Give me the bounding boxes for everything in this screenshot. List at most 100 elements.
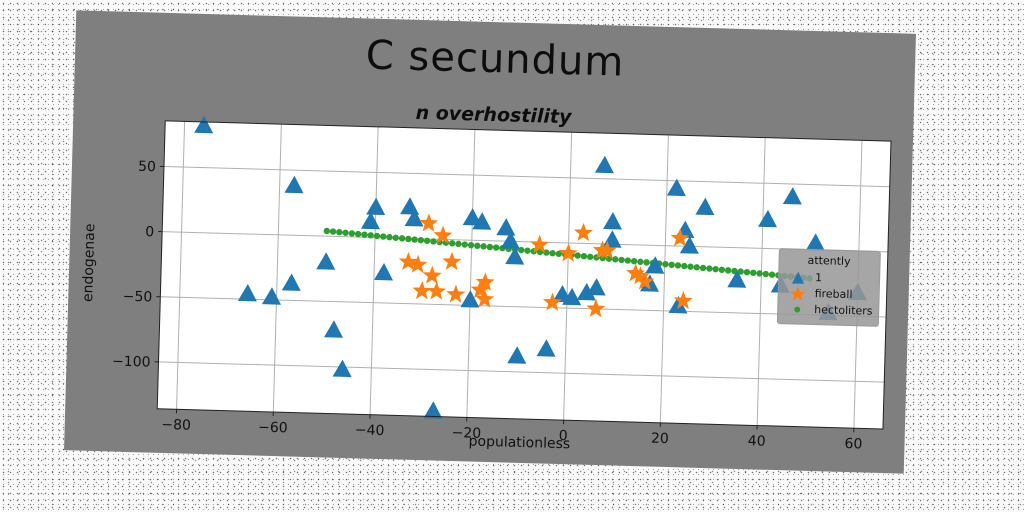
x-grid-line [466, 129, 476, 418]
data-point-hectoliters [543, 249, 550, 256]
data-point-1 [500, 231, 520, 249]
y-tick-label: 0 [145, 224, 154, 240]
legend-title: attently [807, 253, 851, 269]
chart-figure: C secundum n overhostility −80 −60 −40 −20 0… [64, 10, 916, 474]
data-point-1 [404, 209, 424, 227]
x-grid-line [756, 137, 766, 426]
data-point-hectoliters [662, 261, 669, 268]
data-point-hectoliters [342, 229, 349, 237]
data-point-hectoliters [768, 271, 776, 278]
data-point-hectoliters [724, 267, 732, 274]
data-point-hectoliters [480, 243, 487, 250]
data-point-hectoliters [417, 237, 425, 244]
data-point-hectoliters [367, 232, 374, 239]
data-point-1 [507, 346, 527, 364]
x-tick-label: −60 [258, 420, 288, 437]
data-point-1 [374, 263, 394, 281]
data-point-1 [194, 115, 214, 134]
grid-lines [158, 121, 890, 429]
data-point-hectoliters [618, 256, 625, 264]
legend: attently 1 fireball hectoliters [776, 248, 881, 327]
data-point-fireball [412, 281, 432, 300]
x-tick-label: 40 [748, 433, 766, 449]
data-point-fireball [475, 289, 495, 308]
data-point-hectoliters [323, 227, 331, 235]
data-point-fireball [558, 243, 578, 262]
data-point-hectoliters [712, 265, 719, 273]
data-point-hectoliters [486, 243, 494, 251]
axes-background [157, 120, 891, 430]
data-point-fireball [427, 281, 447, 300]
data-point-1 [505, 247, 525, 265]
data-point-hectoliters [461, 241, 468, 248]
data-point-hectoliters [687, 263, 694, 270]
data-point-hectoliters [405, 235, 412, 243]
data-point-hectoliters [599, 254, 606, 262]
data-point-hectoliters [380, 233, 387, 240]
x-tick-label: 0 [558, 428, 567, 444]
data-point-fireball [419, 213, 439, 232]
data-point-1 [462, 208, 482, 226]
triangle-marker-icon [791, 271, 804, 284]
data-point-hectoliters [586, 253, 594, 261]
data-point-fireball [573, 222, 593, 242]
data-point-hectoliters [756, 270, 763, 277]
data-point-hectoliters [693, 264, 700, 271]
data-point-hectoliters [624, 257, 632, 264]
data-point-1 [536, 339, 556, 357]
data-point-1 [261, 287, 281, 305]
data-point-hectoliters [348, 230, 356, 237]
data-point-1 [472, 212, 492, 230]
data-point-1 [695, 197, 715, 216]
data-point-hectoliters [411, 236, 418, 243]
data-point-1 [237, 283, 257, 302]
y-grid-line [158, 361, 885, 383]
data-point-1 [603, 212, 623, 230]
data-point-hectoliters [386, 233, 393, 241]
data-point-fireball [530, 234, 550, 254]
tick-layer: −80 −60 −40 −20 0 20 40 60 50 0 −50 −100 [112, 159, 863, 453]
data-point-hectoliters [423, 237, 431, 245]
data-point-hectoliters [392, 234, 399, 241]
data-point-hectoliters [681, 262, 688, 270]
data-point-1 [594, 155, 614, 174]
data-point-1 [423, 401, 443, 419]
data-point-fireball [542, 292, 563, 311]
data-point-hectoliters [737, 268, 744, 275]
data-point-1 [316, 252, 336, 270]
legend-label: hectoliters [814, 303, 873, 318]
data-point-1 [640, 274, 660, 292]
data-point-fireball [408, 254, 428, 274]
data-point-1 [496, 218, 516, 236]
data-point-hectoliters [699, 264, 707, 272]
y-tick-label: 50 [138, 159, 156, 175]
data-point-1 [758, 209, 778, 228]
x-tick-label: 60 [844, 436, 862, 452]
y-tick-label: −100 [112, 354, 151, 371]
data-point-hectoliters [329, 228, 337, 235]
data-point-1 [332, 359, 352, 378]
x-tick-label: −20 [451, 425, 481, 442]
y-axis-label: endogenae [80, 223, 98, 302]
data-point-fireball [635, 271, 655, 290]
data-point-hectoliters [743, 269, 751, 276]
plot-svg: −80 −60 −40 −20 0 20 40 60 50 0 −50 −100 population… [80, 115, 892, 453]
data-point-hectoliters [524, 247, 531, 254]
axes-frame [156, 120, 892, 430]
y-grid-line [163, 165, 890, 188]
data-point-hectoliters [474, 242, 481, 249]
data-point-1 [460, 290, 480, 308]
x-tick-label: −40 [355, 422, 385, 439]
data-point-hectoliters [398, 235, 406, 242]
data-point-hectoliters [336, 229, 343, 236]
data-point-1 [586, 278, 606, 296]
data-point-hectoliters [574, 252, 581, 259]
x-tick-label: 20 [651, 431, 669, 447]
data-point-fireball [586, 298, 606, 318]
data-point-1 [562, 287, 582, 306]
data-point-1 [645, 256, 665, 274]
data-point-hectoliters [674, 262, 682, 269]
data-point-hectoliters [630, 257, 638, 265]
data-point-hectoliters [637, 258, 644, 265]
data-point-hectoliters [492, 244, 500, 251]
